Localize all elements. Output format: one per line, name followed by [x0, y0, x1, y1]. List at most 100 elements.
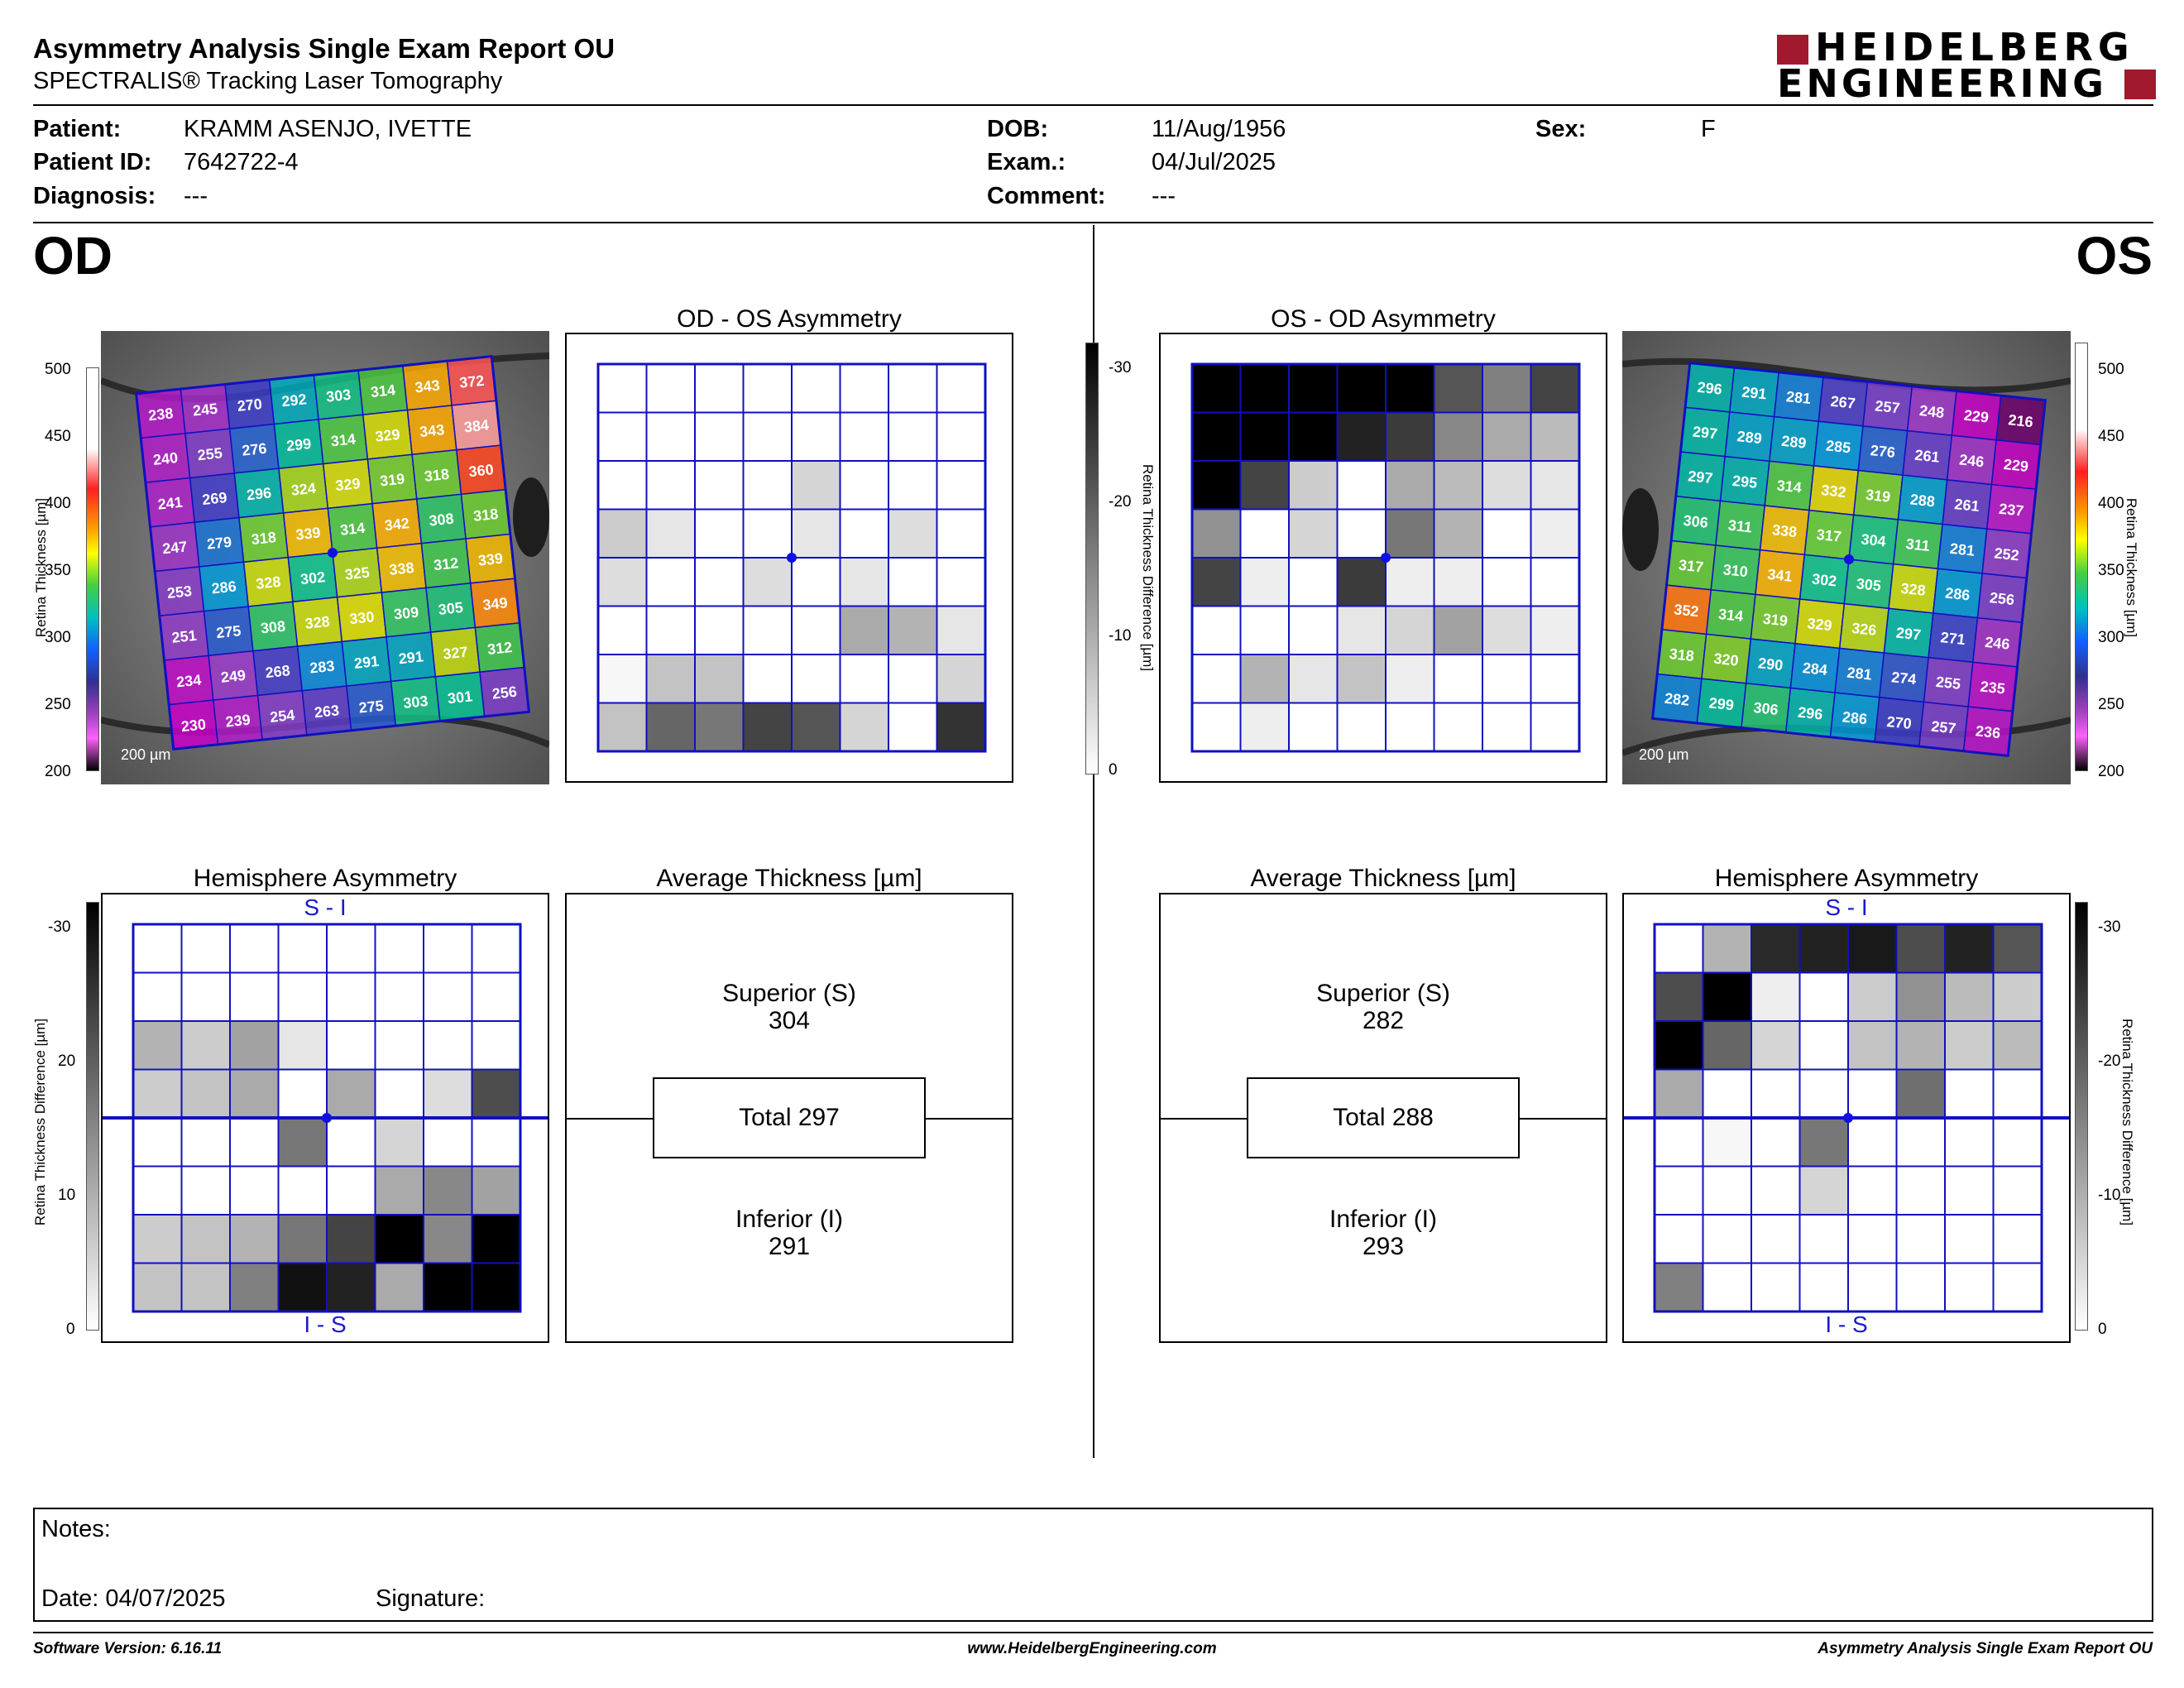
website-link[interactable]: www.HeidelbergEngineering.com — [967, 1640, 1217, 1657]
od-thickness-value-3-5: 342 — [384, 515, 410, 534]
os-thickness-value-3-6: 281 — [1949, 540, 1976, 559]
od-thickness-value-1-7: 384 — [463, 416, 490, 435]
od-asym-cell-2-4 — [791, 460, 841, 511]
os-hemi-cell-4-3 — [1798, 1117, 1849, 1168]
os-asym-cell-5-0 — [1191, 605, 1242, 655]
od-thickness-value-0-3: 292 — [281, 391, 308, 410]
od-asym-cell-7-6 — [888, 702, 938, 752]
os-thickness-value-7-3: 296 — [1797, 704, 1823, 723]
os-thickness-value-2-6: 261 — [1954, 496, 1980, 515]
od-hemi-cell-4-2 — [229, 1117, 280, 1168]
od-asym-svg — [596, 362, 987, 753]
od-hemi-cell-4-1 — [180, 1117, 231, 1168]
notes-label: Notes: — [41, 1516, 111, 1542]
os-hemi-cell-2-0 — [1654, 1020, 1704, 1071]
od-thickness-value-3-3: 339 — [295, 524, 321, 543]
os-hemi-cell-5-7 — [1992, 1165, 2043, 1216]
os-hemi-cell-0-4 — [1847, 923, 1898, 974]
od-thickness-value-0-5: 314 — [370, 381, 396, 400]
od-thickness-value-4-3: 302 — [299, 568, 326, 587]
footer-report-name: Asymmetry Analysis Single Exam Report OU — [1818, 1640, 2153, 1657]
od-asym-fovea-dot — [787, 553, 797, 563]
os-asym-cell-1-0 — [1191, 411, 1242, 462]
os-asym-cell-5-2 — [1288, 605, 1339, 655]
od-asym-cell-7-0 — [597, 702, 648, 752]
os-thickness-value-1-2: 289 — [1780, 433, 1807, 452]
os-total-box: Total 288 — [1247, 1077, 1520, 1158]
os-hemi-cell-4-7 — [1992, 1117, 2043, 1168]
os-asym-cell-4-6 — [1482, 557, 1532, 607]
od-asym-cell-0-7 — [936, 363, 986, 414]
notes-box[interactable]: Notes: Date: 04/07/2025 Signature: — [33, 1508, 2153, 1622]
od-hemi-grid — [103, 923, 548, 1313]
od-thickness-value-6-0: 234 — [175, 671, 202, 690]
os-thickness-value-5-1: 314 — [1717, 606, 1744, 625]
od-asym-cell-0-5 — [839, 363, 889, 414]
os-asym-cell-5-3 — [1336, 605, 1387, 655]
os-thickness-value-7-2: 306 — [1753, 699, 1779, 718]
os-thickness-value-0-6: 229 — [1963, 407, 1990, 426]
od-asym-cell-7-3 — [742, 702, 793, 752]
od-asym-cell-6-5 — [839, 654, 889, 704]
od-hemi-cell-7-1 — [180, 1262, 231, 1312]
os-hemi-title: Hemisphere Asymmetry — [1714, 865, 1979, 892]
od-fundus-image: 238 245 270 292 303 314 343 372 240 255 276 299 314 3… — [101, 331, 549, 784]
os-tick-200: 200 — [2098, 763, 2124, 780]
od-asym-cell-3-0 — [597, 508, 648, 559]
os-thickness-value-1-6: 246 — [1958, 451, 1985, 470]
od-thickness-value-3-7: 318 — [472, 506, 499, 525]
os-hemi-cell-5-6 — [1944, 1165, 1995, 1216]
od-hemi-cell-5-7 — [471, 1165, 521, 1216]
os-asym-cell-2-7 — [1530, 460, 1580, 511]
od-tick-250: 250 — [45, 696, 71, 713]
od-hemi-cell-4-0 — [132, 1117, 183, 1168]
od-asym-cell-4-3 — [742, 557, 793, 607]
od-hemi-cell-6-2 — [229, 1214, 280, 1264]
diff-tick-m20: -20 — [1109, 493, 1132, 511]
od-thickness-value-3-2: 318 — [251, 529, 277, 548]
os-asym-cell-2-4 — [1385, 460, 1435, 511]
diff-scale-center: -30 -20 -10 0 Retina Thickness Differenc… — [1075, 331, 1166, 794]
od-hemi-cell-0-6 — [423, 923, 473, 974]
od-asym-cell-5-7 — [936, 605, 986, 655]
os-asym-cell-2-6 — [1482, 460, 1532, 511]
sex-value: F — [1701, 116, 1716, 142]
od-hemi-cell-3-7 — [471, 1068, 521, 1119]
od-thickness-value-6-5: 291 — [398, 648, 424, 667]
footer-rule — [33, 1632, 2153, 1633]
os-asym-cell-4-5 — [1433, 557, 1483, 607]
os-thickness-axis-label: Retina Thickness [µm] — [2124, 497, 2139, 638]
dob-label: DOB: — [987, 116, 1049, 142]
os-asym-cell-0-4 — [1385, 363, 1435, 414]
os-thickness-value-4-4: 305 — [1856, 575, 1882, 594]
os-asym-cell-0-0 — [1191, 363, 1242, 414]
os-asym-fovea-dot — [1381, 553, 1391, 563]
os-hemi-cell-4-2 — [1751, 1117, 1801, 1168]
od-total-box: Total 297 — [653, 1077, 926, 1158]
od-asym-cell-7-5 — [839, 702, 889, 752]
od-thickness-scale: 500 450 400 350 300 250 200 Retina Thick… — [33, 331, 99, 794]
od-asym-grid — [596, 362, 987, 753]
os-thickness-value-3-5: 311 — [1905, 535, 1931, 554]
od-thickness-value-2-3: 324 — [290, 480, 317, 499]
od-hemi-cell-5-3 — [277, 1165, 328, 1216]
os-hemi-cell-0-7 — [1992, 923, 2043, 974]
od-asym-cell-1-0 — [597, 411, 648, 462]
od-hemi-cell-1-7 — [471, 971, 521, 1022]
os-asym-panel — [1159, 333, 1607, 783]
od-hemi-cell-2-2 — [229, 1020, 280, 1071]
os-tick-250: 250 — [2098, 696, 2124, 713]
diagnosis-label: Diagnosis: — [33, 183, 156, 209]
od-thickness-value-6-4: 291 — [353, 653, 380, 672]
os-hemi-top-label: S - I — [1825, 894, 1868, 920]
os-thickness-value-7-6: 257 — [1930, 718, 1956, 737]
os-hemi-cell-1-6 — [1944, 971, 1995, 1022]
od-thickness-value-5-5: 309 — [393, 604, 419, 623]
os-asym-cell-2-1 — [1239, 460, 1290, 511]
diagnosis-value: --- — [184, 183, 208, 209]
os-hemi-tick-m20: -20 — [2098, 1053, 2121, 1070]
od-thickness-value-1-6: 343 — [419, 421, 445, 440]
os-asym-cell-2-5 — [1433, 460, 1483, 511]
od-hemi-cell-0-3 — [277, 923, 328, 974]
os-hemi-cell-4-4 — [1847, 1117, 1898, 1168]
